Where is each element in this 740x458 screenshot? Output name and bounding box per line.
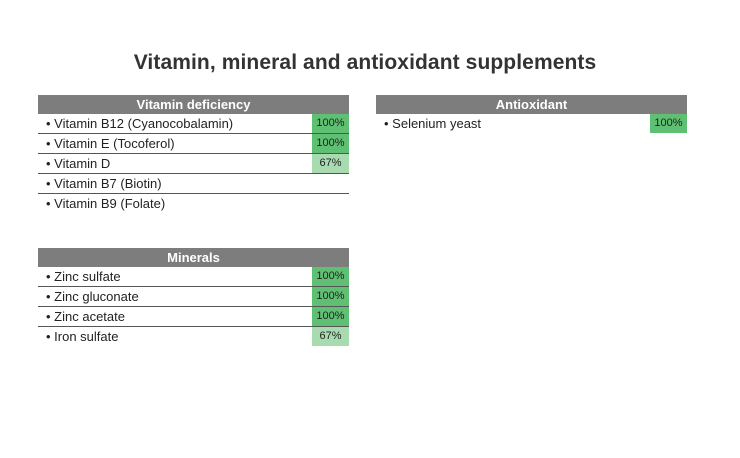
row-label: • Zinc acetate: [46, 309, 125, 324]
table-row: • Vitamin B9 (Folate): [38, 194, 349, 213]
row-label: • Iron sulfate: [46, 329, 119, 344]
row-label: • Vitamin B12 (Cyanocobalamin): [46, 116, 234, 131]
percentage-badge: 100%: [312, 287, 349, 306]
percentage-badge: 67%: [312, 154, 349, 173]
vitamin-deficiency-header: Vitamin deficiency: [38, 95, 349, 114]
vitamin-deficiency-table: Vitamin deficiency • Vitamin B12 (Cyanoc…: [38, 95, 349, 213]
row-label: • Vitamin E (Tocoferol): [46, 136, 175, 151]
table-row: • Iron sulfate 67%: [38, 327, 349, 346]
minerals-header: Minerals: [38, 248, 349, 267]
table-row: • Zinc gluconate 100%: [38, 287, 349, 307]
percentage-badge: 100%: [312, 307, 349, 326]
row-label: • Selenium yeast: [384, 116, 482, 131]
row-label: • Vitamin B9 (Folate): [46, 196, 166, 211]
table-row: • Selenium yeast 100%: [376, 114, 687, 133]
percentage-badge: 100%: [312, 267, 349, 286]
antioxidant-table: Antioxidant • Selenium yeast 100%: [376, 95, 687, 133]
percentage-badge: 100%: [312, 134, 349, 153]
antioxidant-header: Antioxidant: [376, 95, 687, 114]
row-label: • Zinc gluconate: [46, 289, 139, 304]
percentage-badge: 67%: [312, 327, 349, 346]
percentage-badge: 100%: [312, 114, 349, 133]
minerals-table: Minerals • Zinc sulfate 100% • Zinc gluc…: [38, 248, 349, 346]
table-row: • Zinc acetate 100%: [38, 307, 349, 327]
row-label: • Vitamin D: [46, 156, 111, 171]
page-title: Vitamin, mineral and antioxidant supplem…: [133, 51, 597, 74]
row-label: • Zinc sulfate: [46, 269, 121, 284]
row-label: • Vitamin B7 (Biotin): [46, 176, 162, 191]
table-row: • Vitamin B12 (Cyanocobalamin) 100%: [38, 114, 349, 134]
table-row: • Zinc sulfate 100%: [38, 267, 349, 287]
table-row: • Vitamin B7 (Biotin): [38, 174, 349, 194]
table-row: • Vitamin D 67%: [38, 154, 349, 174]
percentage-badge: 100%: [650, 114, 687, 133]
table-row: • Vitamin E (Tocoferol) 100%: [38, 134, 349, 154]
